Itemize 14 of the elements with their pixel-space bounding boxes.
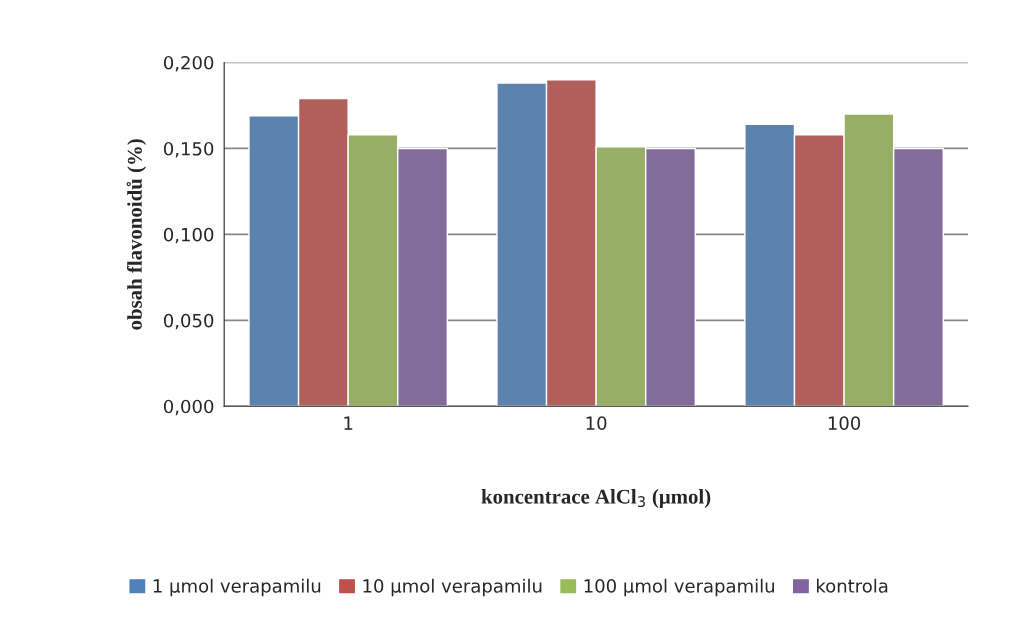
y-tick-label: 0,000: [163, 399, 214, 416]
y-tick-label: 0,200: [163, 55, 214, 72]
y-tick-label: 0,100: [163, 227, 214, 244]
y-tick-label: 0,150: [163, 141, 214, 158]
legend-label: 1 μmol verapamilu: [153, 578, 321, 597]
x-tick-label: 1: [344, 416, 353, 430]
y-axis-title: obsah flavonoidů (%): [126, 139, 147, 330]
x-tick-label: 10: [586, 416, 607, 430]
x-tick-label: 100: [828, 416, 861, 430]
y-tick-label: 0,050: [163, 313, 214, 330]
legend-label: 100 μmol verapamilu: [584, 578, 774, 597]
x-axis-title: koncentrace AlCl$_{3}$ (μmol): [481, 489, 711, 508]
legend-label: kontrola: [816, 578, 888, 593]
legend-label: 10 μmol verapamilu: [363, 578, 542, 597]
